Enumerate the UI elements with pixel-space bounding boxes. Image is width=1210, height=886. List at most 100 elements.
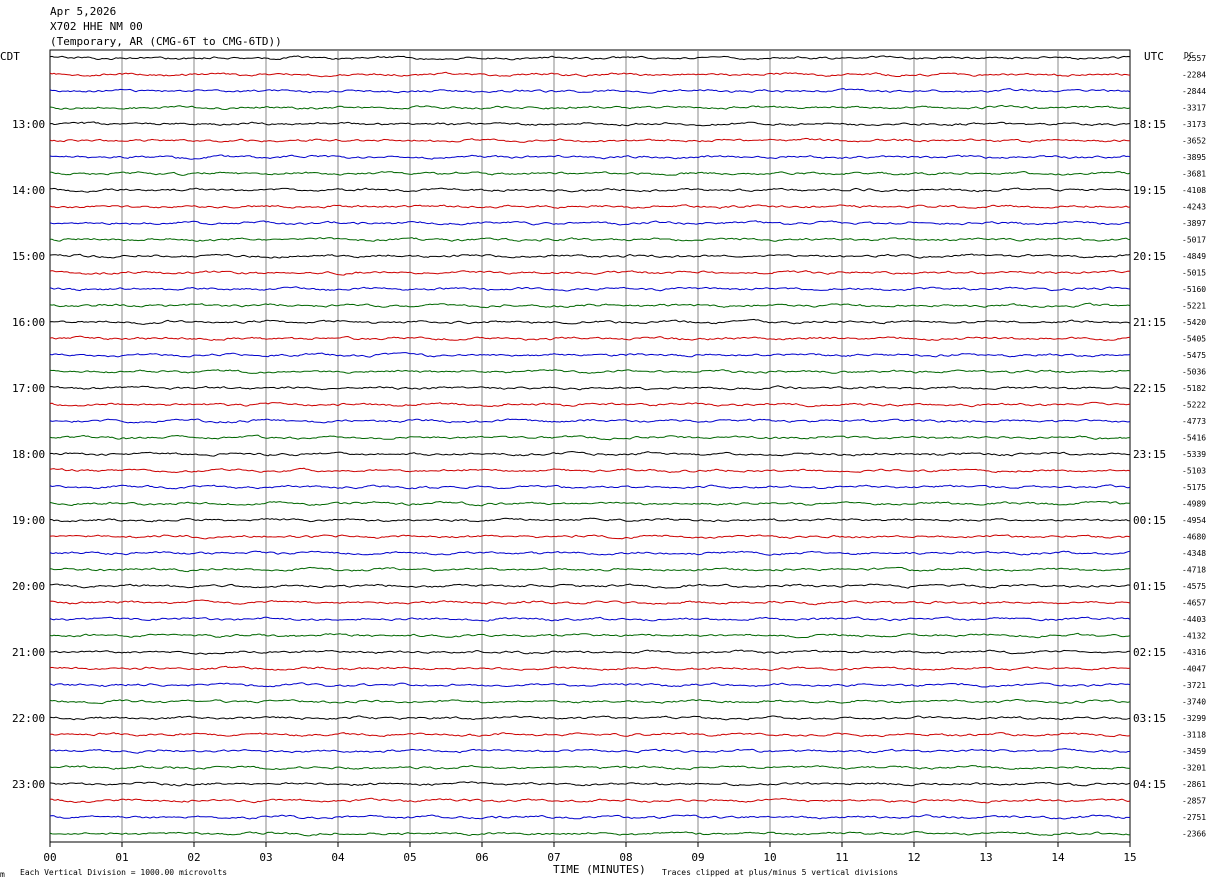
dc-offset-label: -5339 [1182,450,1206,459]
trace-line [49,583,1131,589]
dc-offset-label: -4316 [1182,648,1206,657]
dc-offset-label: -5160 [1182,285,1206,294]
trace-line [49,781,1131,787]
dc-offset-label: -5416 [1182,434,1206,443]
right-hour-label: 23:15 [1133,448,1166,461]
trace-line [49,748,1130,754]
dc-offset-label: -4108 [1182,186,1206,195]
dc-offset-label: -4718 [1182,566,1206,575]
trace-line [49,187,1131,193]
plot-date: Apr 5,2026 [50,5,117,18]
x-tick-label: 07 [547,851,560,864]
dc-offset-label: -4047 [1182,665,1206,674]
trace-line [49,550,1131,556]
dc-offset-label: -5221 [1182,302,1206,311]
right-hour-label: 00:15 [1133,514,1166,527]
trace-line [49,121,1131,127]
trace-line [49,71,1131,78]
dc-offset-label: -3681 [1182,170,1206,179]
dc-offset-label: -4954 [1182,516,1206,525]
dc-offset-label: -3299 [1182,714,1206,723]
dc-offset-label: -4403 [1182,615,1206,624]
x-tick-label: 06 [475,851,488,864]
trace-line [49,715,1131,721]
dc-offset-label: -5222 [1182,401,1206,410]
scale-note: Each Vertical Division = 1000.00 microvo… [20,868,228,877]
x-tick-label: 09 [691,851,704,864]
dc-header-label: DC [1184,51,1194,60]
corner-mark: m [0,870,5,879]
dc-offset-label: -3118 [1182,731,1206,740]
clip-note: Traces clipped at plus/minus 5 vertical … [662,868,899,877]
trace-line [49,534,1131,540]
x-axis-title: TIME (MINUTES) [553,863,646,876]
trace-line [49,335,1131,341]
x-tick-label: 04 [331,851,345,864]
dc-offset-label: -3652 [1182,137,1206,146]
dc-offset-label: -3173 [1182,120,1206,129]
right-hour-label: 21:15 [1133,316,1166,329]
trace-line [49,434,1131,441]
right-hour-label: 01:15 [1133,580,1166,593]
right-hour-label: 02:15 [1133,646,1166,659]
x-tick-label: 02 [187,851,200,864]
x-tick-label: 13 [979,851,992,864]
left-timezone-label: CDT [0,50,20,63]
dc-offset-label: -5182 [1182,384,1206,393]
trace-line [49,616,1131,622]
trace-line [49,797,1131,804]
dc-offset-label: -4989 [1182,500,1206,509]
dc-offset-label: -4849 [1182,252,1206,261]
right-timezone-label: UTC [1144,50,1164,63]
trace-line [49,665,1131,672]
trace-line [49,302,1131,309]
left-hour-label: 22:00 [12,712,45,725]
trace-line [49,814,1131,820]
trace-line [49,467,1131,474]
trace-line [49,450,1130,457]
trace-line [49,269,1131,276]
x-tick-label: 10 [763,851,776,864]
trace-line [49,484,1131,490]
trace-line [49,649,1131,655]
dc-offset-label: -2284 [1182,71,1206,80]
dc-offset-label: -3740 [1182,698,1206,707]
x-tick-label: 05 [403,851,416,864]
trace-line [49,500,1131,507]
left-hour-label: 19:00 [12,514,45,527]
trace-line [49,170,1131,176]
dc-offset-label: -5036 [1182,368,1206,377]
dc-offset-label: -3317 [1182,104,1206,113]
plot-frame [49,49,1131,843]
trace-line [49,632,1131,639]
trace-line [49,764,1131,771]
dc-offset-label: -4132 [1182,632,1206,641]
trace-line [49,104,1131,111]
dc-offset-label: -5103 [1182,467,1206,476]
right-hour-label: 19:15 [1133,184,1166,197]
trace-line [49,401,1131,408]
dc-offset-label: -5175 [1182,483,1206,492]
network-info: (Temporary, AR (CMG-6T to CMG-6TD)) [50,35,282,48]
dc-offset-label: -2857 [1182,797,1206,806]
trace-line [49,682,1131,688]
dc-offset-label: -5015 [1182,269,1206,278]
dc-offset-label: -5420 [1182,318,1206,327]
x-tick-label: 03 [259,851,272,864]
trace-line [49,369,1131,374]
left-hour-label: 18:00 [12,448,45,461]
dc-offset-label: -2366 [1182,830,1206,839]
trace-line [49,286,1131,292]
dc-offset-label: -5017 [1182,236,1206,245]
trace-line [49,566,1131,573]
dc-offset-label: -4773 [1182,417,1206,426]
trace-line [49,220,1131,226]
right-hour-label: 20:15 [1133,250,1166,263]
dc-offset-label: -3895 [1182,153,1206,162]
x-tick-label: 14 [1051,851,1065,864]
trace-line [49,699,1131,705]
left-hour-label: 20:00 [12,580,45,593]
dc-offset-label: -4575 [1182,582,1206,591]
left-hour-label: 17:00 [12,382,45,395]
dc-offset-label: -3459 [1182,747,1206,756]
